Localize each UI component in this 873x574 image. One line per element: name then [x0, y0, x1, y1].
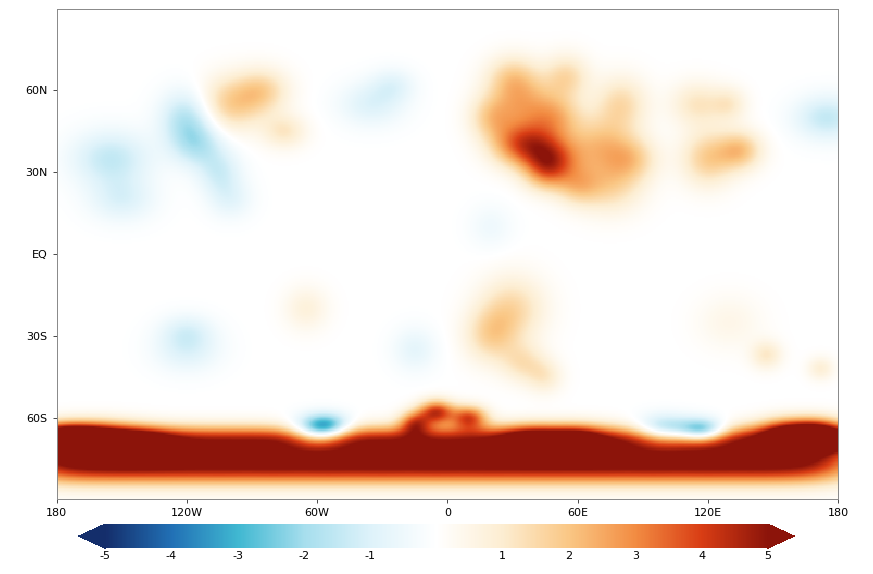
PathPatch shape — [79, 524, 105, 548]
PathPatch shape — [768, 524, 794, 548]
